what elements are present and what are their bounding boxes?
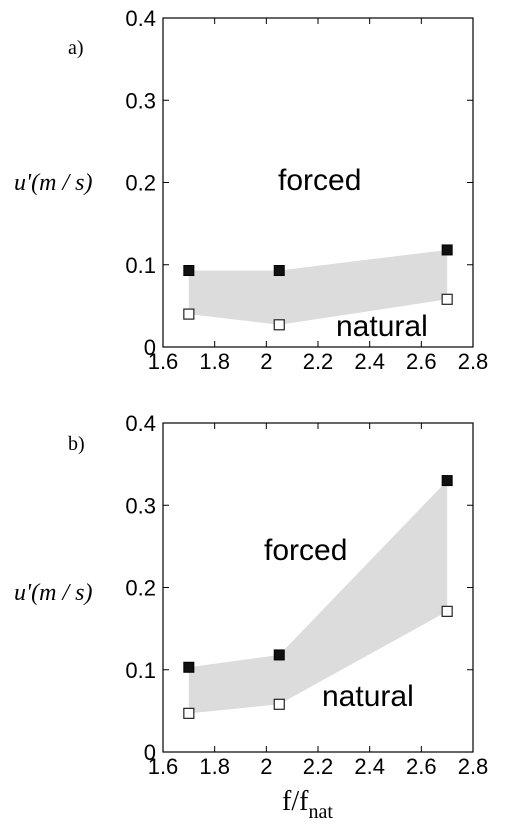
panel-a-xtick-label: 2.6	[406, 349, 437, 374]
panel-a-forced-point	[441, 244, 453, 256]
panel-b-band	[188, 480, 448, 714]
panel-b-annotation-natural: natural	[322, 680, 414, 713]
panel-b-forced-point	[273, 649, 285, 661]
panel-b-ytick-label: 0.1	[125, 658, 156, 683]
xlabel-subscript: nat	[308, 801, 333, 823]
panel-a-xtick-label: 2.8	[458, 349, 489, 374]
panel-b: b) u'(m / s) f/fnat 1.6 1.8 2 2.2 2.4 2.6 2.8 0…	[14, 411, 488, 823]
panel-b-forced-point	[441, 475, 453, 487]
panel-b-xtick-label: 2.2	[303, 754, 334, 779]
panel-a-label: a)	[68, 37, 84, 59]
xlabel-main: f/f	[282, 786, 309, 817]
panel-b-xtick-label: 2.6	[406, 754, 437, 779]
panel-b-xtick-label: 1.6	[148, 754, 179, 779]
panel-b-label: b)	[68, 433, 85, 455]
panel-a-ytick-label: 0.3	[125, 88, 156, 113]
panel-a-xtick-label: 1.8	[199, 349, 230, 374]
panel-a-annotation-natural: natural	[336, 310, 428, 343]
panel-b-xtick-label: 2.4	[354, 754, 385, 779]
panel-a-band	[188, 249, 448, 325]
panel-a-natural-point	[183, 308, 195, 320]
panel-a-ytick-label: 0.1	[125, 253, 156, 278]
panel-b-xtick-label: 2	[260, 754, 272, 779]
panel-b-annotation-forced: forced	[264, 534, 347, 567]
panel-b-ytick-label: 0.4	[125, 411, 156, 436]
panel-b-natural-point	[441, 605, 453, 617]
panel-a-xtick-label: 2.4	[354, 349, 385, 374]
panel-b-ylabel: u'(m / s)	[14, 580, 92, 606]
panel-a-ytick-label: 0.4	[125, 6, 156, 31]
panel-a-ylabel: u'(m / s)	[14, 170, 92, 196]
panel-a-ytick-label: 0	[144, 335, 156, 360]
panel-b-xlabel: f/fnat	[282, 786, 333, 823]
panel-a-natural-point	[273, 319, 285, 331]
panel-b-xtick-label: 2.8	[458, 754, 489, 779]
panel-a-xtick-label: 2.2	[303, 349, 334, 374]
panel-a-annotation-forced: forced	[278, 164, 361, 197]
panel-b-xtick-label: 1.8	[199, 754, 230, 779]
panel-b-ytick-label: 0.2	[125, 576, 156, 601]
panel-a-xtick-label: 1.6	[148, 349, 179, 374]
panel-b-natural-point	[273, 698, 285, 710]
panel-a-natural-point	[441, 293, 453, 305]
panel-b-natural-point	[183, 707, 195, 719]
panel-b-ytick-label: 0	[144, 740, 156, 765]
panel-a-ytick-label: 0.2	[125, 171, 156, 196]
panel-a: a) u'(m / s) 1.6 1.8 2 2.2 2.4 2.6 2.8 0 0.1 0.2 0…	[14, 6, 488, 374]
panel-b-ytick-label: 0.3	[125, 493, 156, 518]
panel-b-forced-point	[183, 661, 195, 673]
panel-a-xtick-label: 2	[260, 349, 272, 374]
panel-a-forced-point	[183, 265, 195, 277]
panel-a-forced-point	[273, 265, 285, 277]
